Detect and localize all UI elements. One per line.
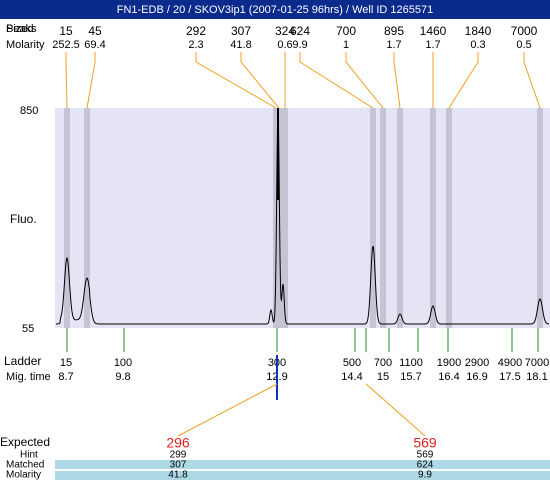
ladder-mig-time: 16.9 xyxy=(466,371,487,383)
peak-size: 895 xyxy=(384,24,404,38)
ladder-mig-time: 15 xyxy=(377,371,389,383)
peak-size: 7000 xyxy=(511,24,538,38)
hint-value: 299 xyxy=(170,450,187,461)
peak-connector xyxy=(86,52,96,109)
expected-label: Expected xyxy=(0,435,50,449)
plot-area xyxy=(55,108,550,328)
peak-molarity: 0.6 xyxy=(277,39,292,51)
peak-molarity: 0.5 xyxy=(516,39,531,51)
peak-molarity: 41.8 xyxy=(230,39,251,51)
peak-molarity: 2.3 xyxy=(188,39,203,51)
y-top-label: 850 xyxy=(20,105,38,117)
molarity-label: Molarity xyxy=(6,39,45,51)
ladder-size: 500 xyxy=(343,357,361,369)
title-bar xyxy=(0,0,550,19)
ladder-size: 15 xyxy=(60,357,72,369)
sized-label: Sized xyxy=(6,23,34,35)
ladder-label: Ladder xyxy=(4,354,41,368)
mig-time-label: Mig. time xyxy=(6,371,51,383)
y-bottom-label: 55 xyxy=(22,323,34,335)
peak-connector xyxy=(240,52,280,109)
ladder-size: 700 xyxy=(374,357,392,369)
ladder-mig-time: 18.1 xyxy=(526,371,547,383)
peak-band xyxy=(430,108,436,328)
peaks-label: Peaks xyxy=(6,23,37,35)
peak-size: 292 xyxy=(186,24,206,38)
molarity-value: 41.8 xyxy=(168,470,188,480)
peak-size: 45 xyxy=(88,24,102,38)
peak-band xyxy=(397,108,403,328)
ladder-mig-time: 17.5 xyxy=(499,371,520,383)
molarity-row xyxy=(55,471,550,480)
molarity-value: 9.9 xyxy=(418,470,432,480)
peak-molarity: 0.3 xyxy=(470,39,485,51)
peak-molarity: 252.5 xyxy=(52,39,80,51)
expected-connector xyxy=(177,383,278,437)
ladder-mig-time: 14.4 xyxy=(341,371,362,383)
peak-band xyxy=(282,108,288,328)
peak-molarity: 69.4 xyxy=(84,39,105,51)
peak-size: 307 xyxy=(231,24,251,38)
peak-size: 1460 xyxy=(420,24,447,38)
ladder-mig-time: 15.7 xyxy=(400,371,421,383)
peak-connector xyxy=(195,52,277,109)
ladder-size: 100 xyxy=(114,357,132,369)
peak-size: 15 xyxy=(59,24,73,38)
peak-band xyxy=(537,108,543,328)
matched-value: 307 xyxy=(170,460,187,471)
hint-label: Hint xyxy=(20,450,38,461)
peak-molarity: 1.7 xyxy=(425,39,440,51)
peak-size: 1840 xyxy=(465,24,492,38)
matched-row xyxy=(55,460,550,469)
peak-molarity: 1 xyxy=(343,39,349,51)
peak-connector xyxy=(448,52,479,109)
peak-size: 324 xyxy=(275,24,295,38)
peak-band xyxy=(64,108,70,328)
peak-band xyxy=(84,108,90,328)
ladder-mig-time: 9.8 xyxy=(115,371,130,383)
expected-value: 569 xyxy=(413,435,437,451)
peak-connector xyxy=(299,52,374,109)
peak-band xyxy=(276,108,282,328)
ladder-size: 4900 xyxy=(498,357,522,369)
peak-connector xyxy=(65,52,68,109)
trace xyxy=(56,108,550,325)
matched-label: Matched xyxy=(6,460,44,471)
y-axis-label: Fluo. xyxy=(10,212,37,226)
ladder-mig-time: 16.4 xyxy=(438,371,459,383)
peak-band xyxy=(446,108,452,328)
title: FN1-EDB / 20 / SKOV3ip1 (2007-01-25 96hr… xyxy=(117,4,434,16)
hint-value: 569 xyxy=(417,450,434,461)
peak-band xyxy=(370,108,376,328)
peak-connector xyxy=(523,52,541,109)
ladder-size: 1100 xyxy=(399,357,423,369)
peak-size: 624 xyxy=(290,24,310,38)
matched-value: 624 xyxy=(417,460,434,471)
peak-connector xyxy=(393,52,401,109)
peak-connector xyxy=(345,52,384,109)
ladder-size: 2900 xyxy=(465,357,489,369)
peak-molarity: 1.7 xyxy=(386,39,401,51)
ladder-mig-time: 8.7 xyxy=(58,371,73,383)
ladder-size: 1900 xyxy=(437,357,461,369)
exp-molarity-label: Molarity xyxy=(6,470,41,480)
peak-size: 700 xyxy=(336,24,356,38)
expected-value: 296 xyxy=(166,435,190,451)
peak-molarity: 9.9 xyxy=(292,39,307,51)
peak-band xyxy=(380,108,386,328)
expected-connector xyxy=(365,383,426,437)
ladder-size: 7000 xyxy=(525,357,549,369)
